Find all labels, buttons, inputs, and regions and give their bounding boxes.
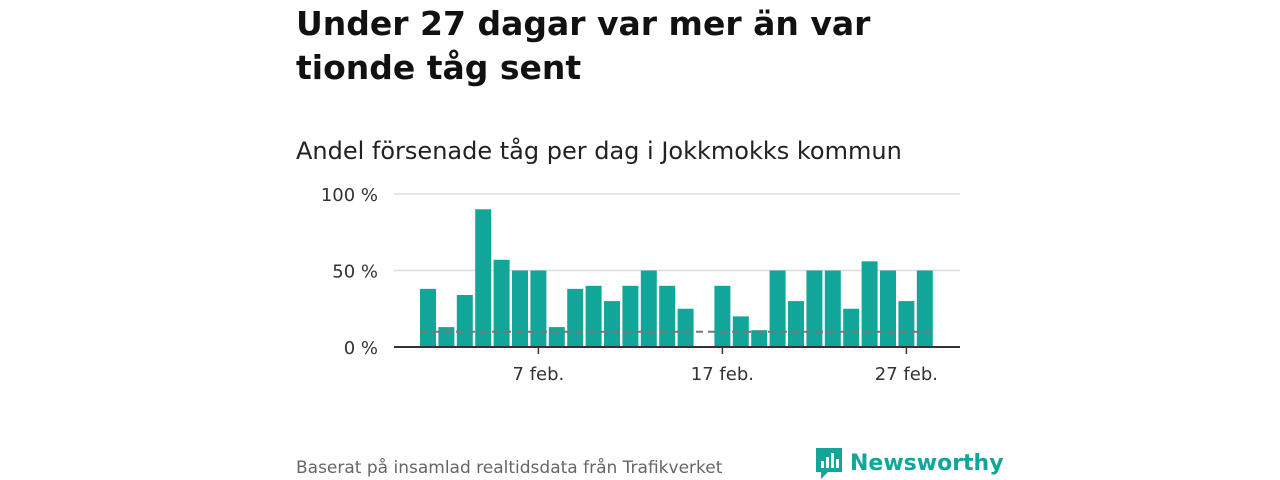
- chart-subtitle: Andel försenade tåg per dag i Jokkmokks …: [296, 137, 902, 165]
- bar: [677, 308, 694, 347]
- x-tick-label: 27 feb.: [875, 364, 938, 385]
- bar: [824, 270, 841, 347]
- bar: [659, 285, 676, 347]
- brand-name: Newsworthy: [850, 450, 1004, 476]
- bar: [530, 270, 547, 347]
- bar: [420, 288, 436, 347]
- bar: [898, 301, 915, 347]
- brand-logo: Newsworthy: [814, 446, 1004, 480]
- bar: [493, 259, 510, 347]
- y-tick-label: 50 %: [332, 262, 378, 283]
- y-tick-label: 0 %: [344, 338, 378, 359]
- bar: [843, 308, 860, 347]
- newsworthy-logo-icon: [816, 448, 842, 479]
- y-tick-label: 100 %: [321, 185, 378, 206]
- bar: [475, 209, 492, 347]
- bar: [622, 285, 639, 347]
- bars: [420, 209, 933, 347]
- x-tick-label: 7 feb.: [513, 364, 565, 385]
- bar: [732, 316, 749, 347]
- axes: 0 % 50 % 100 % 7 feb. 17 feb. 27 feb.: [321, 185, 960, 385]
- bar: [512, 270, 528, 347]
- x-tick-label: 17 feb.: [691, 364, 754, 385]
- bar: [714, 285, 731, 347]
- bar: [604, 301, 620, 347]
- bar: [640, 270, 657, 347]
- bar: [788, 301, 804, 347]
- bar-chart: 0 % 50 % 100 % 7 feb. 17 feb. 27 feb.: [321, 185, 960, 385]
- bar: [585, 285, 602, 347]
- bar: [438, 327, 455, 347]
- bar: [548, 327, 565, 347]
- bar: [806, 270, 823, 347]
- source-note: Baserat på insamlad realtidsdata från Tr…: [296, 458, 723, 478]
- bar: [751, 330, 768, 347]
- bar: [567, 288, 584, 347]
- bar: [861, 261, 878, 347]
- bar: [916, 270, 933, 347]
- chart-title: Under 27 dagar var mer än var tionde tåg…: [296, 4, 871, 87]
- bar: [880, 270, 896, 347]
- bar: [456, 294, 473, 347]
- bar: [769, 270, 786, 347]
